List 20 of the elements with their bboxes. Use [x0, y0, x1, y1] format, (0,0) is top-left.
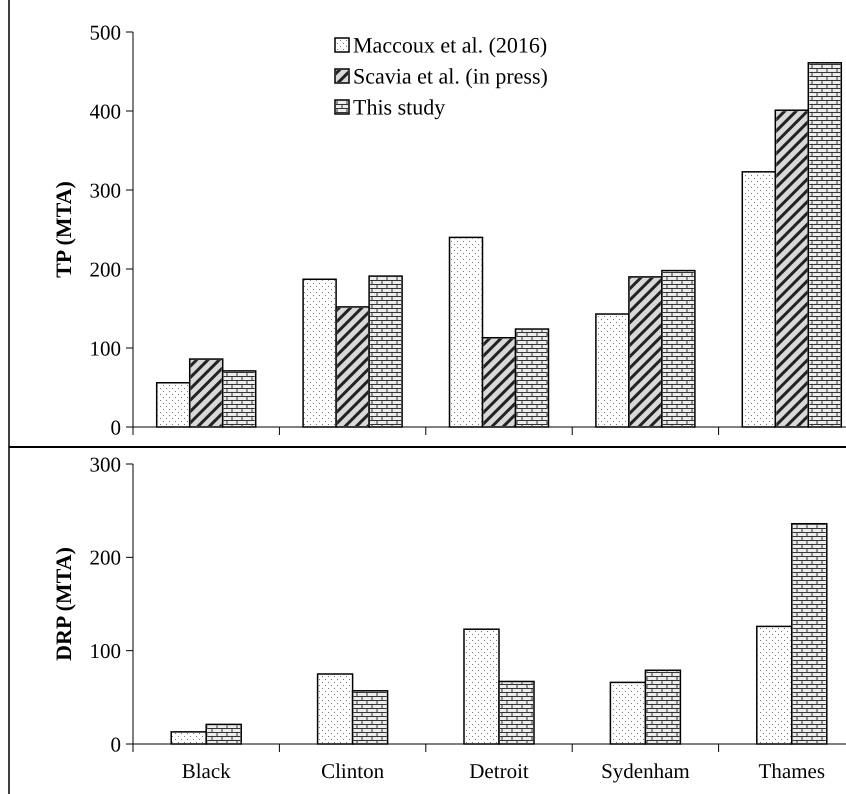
y-axis-title: DRP (MTA) [51, 547, 76, 661]
y-tick-label: 200 [90, 546, 121, 570]
x-tick-label: Clinton [321, 759, 385, 783]
legend-label: Scavia et al. (in press) [353, 64, 548, 89]
y-tick-label: 100 [90, 336, 121, 360]
y-tick-label: 500 [90, 20, 121, 44]
y-tick-label: 0 [110, 415, 121, 440]
y-tick-label: 0 [110, 732, 121, 756]
y-tick-label: 300 [90, 178, 121, 202]
x-tick-label: Thames [758, 759, 826, 783]
x-tick-label: Sydenham [601, 759, 690, 783]
x-tick-label: Black [182, 759, 232, 783]
y-tick-label: 100 [90, 639, 121, 664]
y-tick-label: 200 [90, 257, 121, 282]
legend-label: This study [353, 94, 446, 120]
y-tick-label: 300 [90, 452, 121, 476]
y-axis-title: TP (MTA) [51, 181, 76, 278]
x-tick-label: Detroit [469, 759, 529, 783]
y-tick-label: 400 [90, 99, 121, 124]
legend-label: Maccoux et al. (2016) [353, 32, 548, 58]
